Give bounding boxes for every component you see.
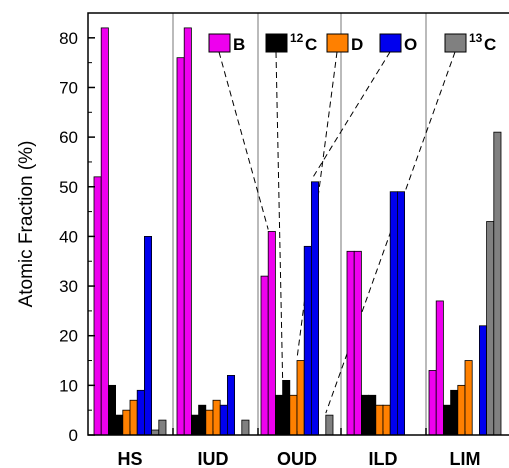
x-tick-label: LIM	[450, 449, 481, 468]
x-axis: HS IUD OUD ILD LIM	[117, 428, 481, 468]
bar-12c	[198, 404, 207, 436]
y-tick-label: 0	[69, 426, 78, 445]
bar-b	[93, 176, 102, 436]
bar-12c	[108, 384, 117, 436]
legend-label: B	[233, 35, 245, 54]
y-tick-label: 80	[59, 29, 78, 48]
legend-swatch	[379, 33, 402, 53]
legend-leader-lines	[218, 51, 456, 414]
x-tick-label: OUD	[277, 449, 317, 468]
bar-d	[375, 404, 384, 436]
bar-b	[267, 231, 276, 436]
bar-b	[346, 250, 355, 436]
bar-13c	[158, 419, 167, 436]
bar-d	[296, 360, 305, 436]
y-axis-label: Atomic Fraction (%)	[16, 141, 37, 308]
bar-d	[289, 394, 298, 436]
y-tick-label: 40	[59, 227, 78, 246]
bar-12c	[282, 379, 291, 436]
legend-label: O	[404, 35, 417, 54]
legend-label: C	[305, 35, 317, 54]
bar-12c	[450, 389, 459, 436]
bar-12c	[274, 394, 283, 436]
bar-12c	[360, 394, 369, 436]
legend-label: D	[351, 35, 363, 54]
bar-o	[136, 389, 145, 436]
legend-swatch	[265, 33, 288, 53]
legend-leader-line	[218, 51, 269, 230]
group-dividers	[172, 13, 427, 435]
y-tick-label: 50	[59, 178, 78, 197]
bar-b	[428, 370, 437, 436]
bar-12c	[190, 414, 199, 436]
bar-13c	[241, 419, 250, 436]
legend-leader-line	[310, 51, 391, 181]
y-tick-label: 30	[59, 277, 78, 296]
legend-swatch	[326, 33, 349, 53]
legend-swatch	[444, 33, 467, 53]
plot-frame	[87, 12, 509, 436]
bar-d	[129, 399, 138, 436]
bar-o	[143, 236, 152, 436]
bar-b	[100, 27, 109, 436]
bar-o	[389, 191, 398, 436]
bar-o	[226, 375, 235, 436]
bar-o	[219, 404, 228, 436]
legend: B 12 C D O 13 C	[208, 31, 496, 54]
y-tick-label: 20	[59, 327, 78, 346]
bar-d	[464, 360, 473, 436]
bar-12c	[115, 414, 124, 436]
bar-13c	[486, 221, 495, 436]
bar-b	[176, 57, 185, 436]
bar-d	[205, 409, 214, 436]
bar-d	[122, 409, 131, 436]
y-tick-label: 70	[59, 78, 78, 97]
bar-b	[353, 250, 362, 436]
bar-o	[396, 191, 405, 436]
bar-b	[183, 27, 192, 436]
bar-o	[478, 325, 487, 436]
bar-12c	[368, 394, 377, 436]
bar-series	[93, 27, 502, 436]
legend-superscript: 13	[469, 31, 483, 45]
x-tick-label: ILD	[369, 449, 398, 468]
x-tick-label: HS	[117, 449, 142, 468]
legend-swatch	[208, 33, 231, 53]
legend-leader-line	[275, 51, 284, 379]
bar-d	[457, 384, 466, 436]
x-tick-label: IUD	[198, 449, 229, 468]
bar-13c	[325, 414, 334, 436]
y-axis: 0 10 20 30 40 50 60 70 80	[59, 29, 95, 445]
bar-b	[260, 275, 269, 436]
y-tick-label: 60	[59, 128, 78, 147]
bar-d	[212, 399, 221, 436]
bar-o	[310, 181, 319, 436]
bar-13c	[493, 131, 502, 436]
bar-d	[382, 404, 391, 436]
y-tick-label: 10	[59, 376, 78, 395]
bar-o	[303, 245, 312, 436]
legend-superscript: 12	[290, 31, 304, 45]
bar-12c	[442, 404, 451, 436]
legend-label: C	[484, 35, 496, 54]
bar-b	[435, 300, 444, 436]
